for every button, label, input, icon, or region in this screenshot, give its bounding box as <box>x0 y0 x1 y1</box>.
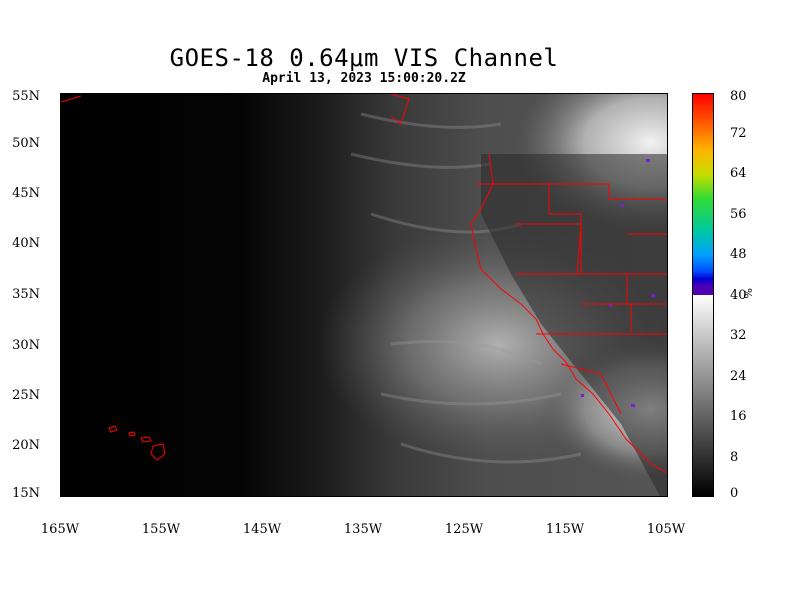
hawaii-islands <box>108 425 166 461</box>
political-borders <box>61 94 667 474</box>
chart-title: GOES-18 0.64μm VIS Channel <box>169 44 559 72</box>
lon-label-105w: 105W <box>646 522 686 537</box>
lon-label-155w: 155W <box>141 522 181 537</box>
colorbar-tick-64: 64 <box>730 166 747 181</box>
lon-label-115w: 115W <box>545 522 585 537</box>
lat-label-45n: 45N <box>12 186 40 201</box>
chart-subtitle: April 13, 2023 15:00:20.2Z <box>262 71 466 86</box>
lat-label-25n: 25N <box>12 388 40 403</box>
satellite-image <box>61 94 667 496</box>
lat-label-55n: 55N <box>12 89 40 104</box>
colorbar-tick-16: 16 <box>730 409 747 424</box>
colorbar-tick-56: 56 <box>730 207 747 222</box>
land-mass <box>481 154 667 496</box>
lon-label-125w: 125W <box>444 522 484 537</box>
colorbar-tick-24: 24 <box>730 369 747 384</box>
colorbar-tick-8: 8 <box>730 450 739 465</box>
lat-label-50n: 50N <box>12 136 40 151</box>
colorbar-tick-72: 72 <box>730 126 747 141</box>
colorbar-tick-0: 0 <box>730 486 739 501</box>
colorbar-tick-80: 80 <box>730 89 747 104</box>
colorbar <box>692 93 714 497</box>
lat-label-15n: 15N <box>12 486 40 501</box>
lat-label-30n: 30N <box>12 338 40 353</box>
lat-label-35n: 35N <box>12 287 40 302</box>
colorbar-tick-40: 40 <box>730 288 747 303</box>
lon-label-135w: 135W <box>343 522 383 537</box>
lat-label-20n: 20N <box>12 438 40 453</box>
colorbar-unit: % <box>741 288 754 299</box>
satellite-map[interactable] <box>60 93 668 497</box>
lon-label-145w: 145W <box>242 522 282 537</box>
lon-label-165w: 165W <box>40 522 80 537</box>
colorbar-tick-32: 32 <box>730 328 747 343</box>
colorbar-tick-48: 48 <box>730 247 747 262</box>
lat-label-40n: 40N <box>12 236 40 251</box>
